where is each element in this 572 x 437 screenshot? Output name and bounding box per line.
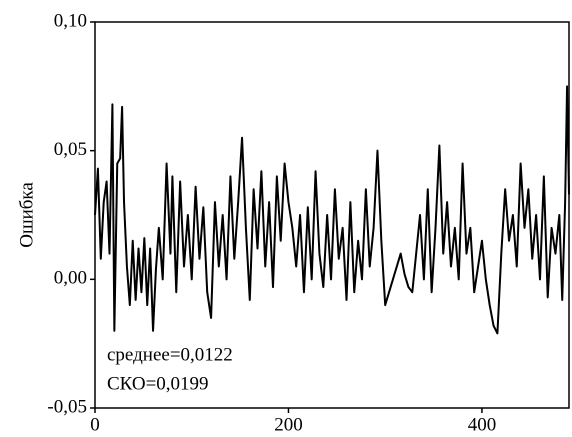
y-tick-label: 0,00 (54, 268, 87, 289)
annotation: СКО=0,0199 (107, 373, 209, 394)
data-line (94, 85, 570, 335)
x-tick-label: 0 (90, 414, 100, 435)
y-tick-label: 0,10 (54, 10, 87, 31)
y-axis-label: Ошибка (16, 182, 37, 248)
annotation: среднее=0,0122 (107, 344, 233, 365)
y-tick-label: -0,05 (47, 396, 87, 417)
x-tick-label: 200 (274, 414, 303, 435)
y-tick-label: 0,05 (54, 139, 87, 160)
plot-frame (94, 21, 570, 409)
x-tick-label: 400 (468, 414, 497, 435)
